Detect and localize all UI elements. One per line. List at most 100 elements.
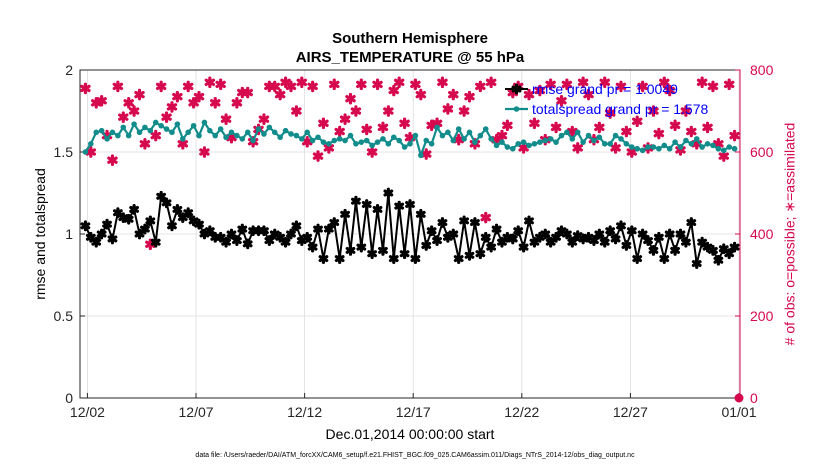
obs-assimilated-point — [669, 119, 681, 132]
obs-assimilated-point — [334, 125, 345, 138]
obs-assimilated-point — [621, 125, 632, 138]
totalspread-point — [320, 139, 327, 145]
obs-assimilated-point — [388, 84, 400, 97]
rmse-point — [145, 215, 156, 227]
obs-assimilated-point — [383, 105, 394, 117]
obs-assimilated-point — [637, 80, 648, 93]
y2-tick-label: 200 — [750, 308, 774, 324]
rmse-point — [264, 235, 275, 246]
obs-assimilated-point — [123, 97, 134, 109]
totalspread-point — [185, 129, 191, 136]
rmse-point — [394, 200, 405, 212]
rmse-point — [643, 235, 653, 246]
obs-assimilated-point — [567, 125, 578, 138]
totalspread-point — [477, 132, 484, 139]
rmse-point — [729, 241, 740, 253]
totalspread-point — [380, 136, 386, 142]
obs-assimilated-point — [696, 76, 708, 89]
rmse-point — [96, 228, 107, 240]
obs-assimilated-point — [420, 148, 432, 160]
obs-assimilated-point — [561, 78, 573, 91]
y2-tick-label: 0 — [750, 390, 758, 406]
obs-assimilated-point — [458, 105, 470, 117]
totalspread-point — [136, 129, 143, 136]
obs-assimilated-point — [356, 78, 367, 91]
x-tick-label: 12/02 — [70, 404, 105, 420]
rmse-point — [686, 217, 697, 228]
totalspread-point — [607, 141, 613, 147]
obs-assimilated-point — [599, 76, 610, 89]
totalspread-point — [142, 124, 148, 131]
totalspread-point — [531, 141, 538, 147]
totalspread-point — [672, 139, 678, 145]
obs-assimilated-point — [193, 90, 205, 103]
rmse-point — [659, 253, 670, 264]
totalspread-point — [623, 141, 630, 147]
rmse-point — [437, 217, 448, 228]
totalspread-point — [726, 144, 732, 150]
obs-assimilated-point — [502, 119, 513, 132]
legend-rmse-marker — [511, 83, 522, 95]
rmse-point — [356, 241, 367, 253]
obs-assimilated-point — [518, 142, 529, 154]
rmse-point — [275, 231, 286, 243]
obs-assimilated-point — [594, 121, 605, 134]
obs-assimilated-point — [172, 90, 183, 103]
totalspread-point — [574, 129, 581, 136]
obs-assimilated-point — [139, 138, 151, 150]
rmse-point — [421, 240, 432, 251]
obs-assimilated-point — [550, 121, 562, 134]
obs-assimilated-point — [80, 82, 91, 95]
rmse-point — [551, 231, 561, 243]
obs-assimilated-point — [604, 107, 616, 119]
rmse-point — [167, 220, 177, 232]
totalspread-point — [650, 144, 657, 150]
totalspread-point — [347, 132, 354, 139]
rmse-point — [313, 223, 323, 235]
obs-assimilated-point — [161, 111, 172, 123]
obs-assimilated-point — [96, 94, 107, 107]
rmse-point — [529, 236, 540, 248]
totalspread-point — [542, 137, 549, 144]
obs-assimilated-point — [529, 117, 540, 130]
obs-assimilated-point — [399, 117, 410, 130]
totalspread-point — [461, 136, 467, 142]
obs-assimilated-point — [659, 76, 670, 89]
obs-assimilated-point — [312, 150, 324, 162]
rmse-point — [724, 248, 735, 260]
rmse-point — [459, 215, 469, 227]
rmse-point — [708, 245, 718, 256]
totalspread-point — [445, 129, 451, 136]
rmse-point — [237, 223, 248, 235]
rmse-point — [637, 228, 648, 240]
rmse-point — [448, 228, 459, 240]
totalspread-point — [547, 136, 554, 142]
totalspread-point — [147, 127, 154, 134]
totalspread-point — [282, 127, 289, 134]
totalspread-point — [82, 149, 89, 155]
totalspread-point — [255, 126, 262, 132]
rmse-point — [242, 238, 253, 250]
obs-assimilated-point — [301, 135, 313, 148]
obs-assimilated-point — [615, 80, 627, 93]
rmse-point — [129, 204, 139, 215]
totalspread-point — [98, 127, 105, 134]
totalspread-point — [131, 121, 137, 127]
obs-assimilated-point — [453, 133, 464, 146]
totalspread-point — [639, 147, 646, 154]
rmse-point — [610, 233, 621, 245]
obs-assimilated-point — [307, 80, 318, 93]
obs-assimilated-point — [242, 86, 253, 99]
legend-spread-marker — [513, 106, 520, 112]
rmse-point — [453, 253, 464, 264]
x-tick-label: 01/01 — [721, 404, 756, 420]
totalspread-point — [537, 139, 543, 145]
totalspread-point — [342, 137, 348, 144]
totalspread-point — [396, 137, 402, 144]
obs-possible-point — [734, 393, 744, 403]
obs-assimilated-point — [631, 115, 643, 128]
totalspread-point — [336, 136, 343, 142]
obs-assimilated-point — [437, 76, 448, 89]
obs-assimilated-point — [188, 97, 199, 109]
totalspread-point — [158, 122, 164, 129]
